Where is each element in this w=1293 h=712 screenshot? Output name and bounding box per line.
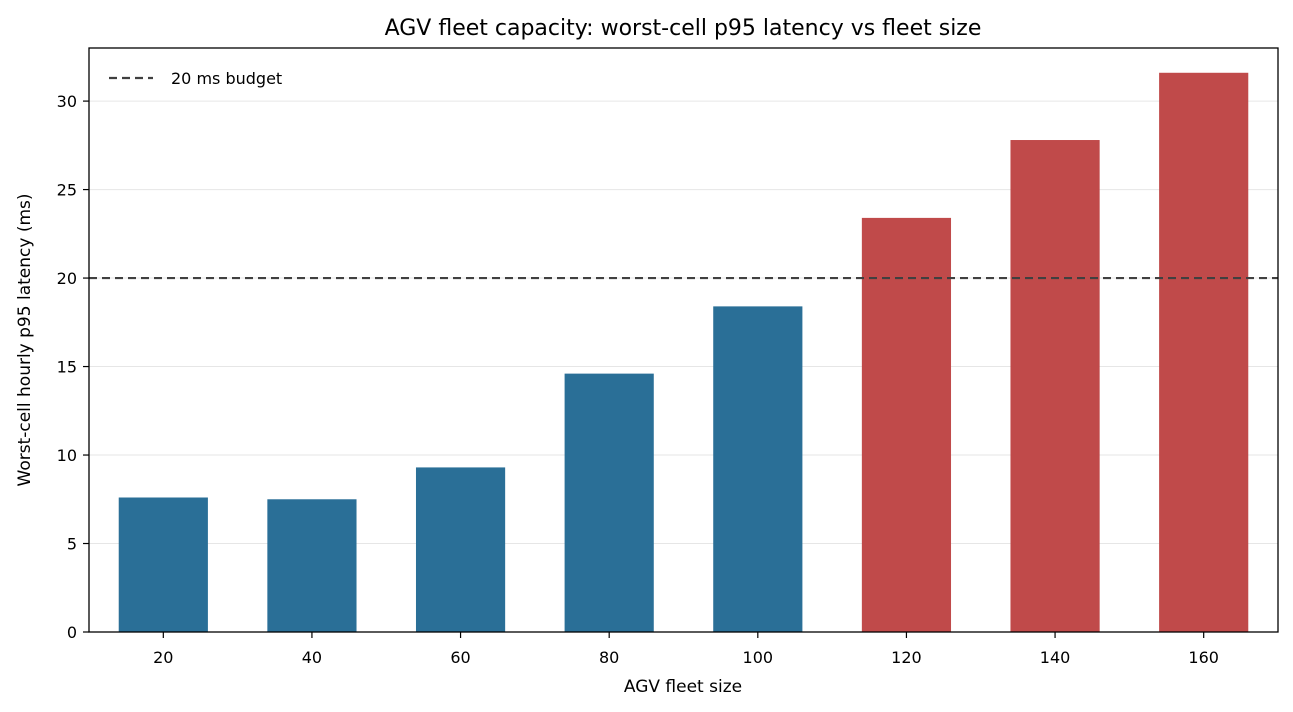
bar-140	[1010, 140, 1100, 633]
x-tick-label: 160	[1188, 648, 1219, 667]
chart-title: AGV fleet capacity: worst-cell p95 laten…	[385, 16, 982, 41]
y-tick-label: 20	[57, 269, 77, 288]
legend: 20 ms budget	[109, 69, 282, 88]
x-tick-label: 80	[599, 648, 619, 667]
y-tick-label: 5	[67, 535, 77, 554]
legend-label-budget: 20 ms budget	[171, 69, 282, 88]
x-tick-label: 60	[450, 648, 470, 667]
x-axis-label: AGV fleet size	[624, 677, 742, 697]
y-tick-label: 15	[57, 358, 77, 377]
x-tick-label: 20	[153, 648, 173, 667]
bar-20	[118, 497, 208, 632]
x-tick-label: 40	[302, 648, 322, 667]
y-tick-label: 25	[57, 181, 77, 200]
bars-layer	[118, 72, 1249, 633]
bar-160	[1159, 72, 1249, 632]
bar-60	[415, 467, 506, 632]
x-tick-label: 140	[1040, 648, 1071, 667]
x-axis-ticks: 20 40 60 80 100 120 140 160	[153, 632, 1219, 667]
bar-120	[861, 217, 952, 632]
y-axis-label: Worst-cell hourly p95 latency (ms)	[15, 193, 35, 486]
y-axis-ticks: 0 5 10 15 20 25 30	[57, 92, 89, 642]
y-tick-label: 0	[67, 623, 77, 642]
y-tick-label: 10	[57, 446, 77, 465]
bar-80	[564, 373, 654, 632]
bar-40	[267, 499, 357, 632]
y-tick-label: 30	[57, 92, 77, 111]
bar-100	[713, 306, 803, 632]
x-tick-label: 100	[743, 648, 774, 667]
plot-frame	[88, 47, 1279, 633]
x-tick-label: 120	[891, 648, 922, 667]
